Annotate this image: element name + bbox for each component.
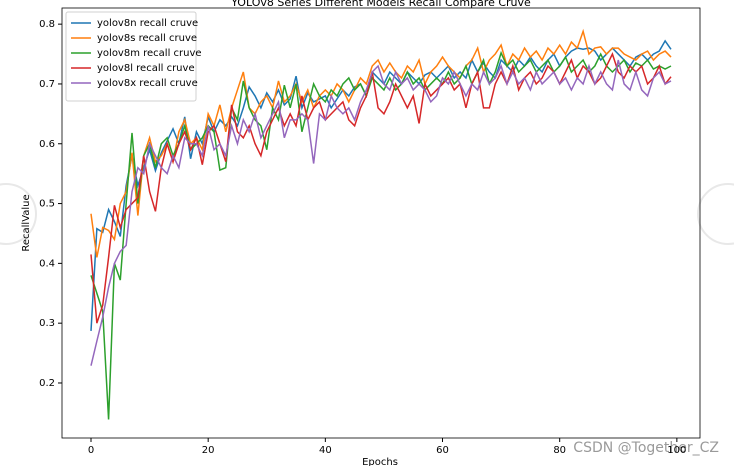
side-icon [0,183,37,245]
series-line [90,28,672,258]
plot-frame [61,7,701,439]
x-tick-label: 0 [88,445,94,456]
legend-box [65,11,197,102]
side-icon [697,183,734,245]
y-tick-label: 0.2 [39,378,55,389]
x-tick-label: 20 [202,445,215,456]
y-tick-label: 0.5 [39,199,55,210]
chart-title: YOLOv8 Series Different Models Recall Co… [230,0,531,9]
legend-label: yolov8n recall cruve [97,18,198,29]
legend-label: yolov8x recall cruve [97,78,198,89]
series-line [90,59,672,366]
x-tick-label: 100 [667,445,686,456]
x-tick-label: 40 [319,445,332,456]
y-tick-label: 0.3 [39,318,55,329]
watermark: CSDN @Together_CZ [573,440,719,456]
x-axis-label: Epochs [362,457,398,466]
x-tick-label: 80 [553,445,566,456]
legend-label: yolov8m recall cruve [97,48,202,59]
y-axis-label: RecallValue [21,194,32,251]
y-tick-label: 0.8 [39,19,55,30]
legend-label: yolov8l recall cruve [97,63,195,74]
y-tick-label: 0.4 [39,258,55,269]
y-tick-label: 0.6 [39,139,55,150]
series-line [90,50,672,420]
x-tick-label: 60 [436,445,449,456]
legend-label: yolov8s recall cruve [97,33,197,44]
y-tick-label: 0.7 [39,79,55,90]
